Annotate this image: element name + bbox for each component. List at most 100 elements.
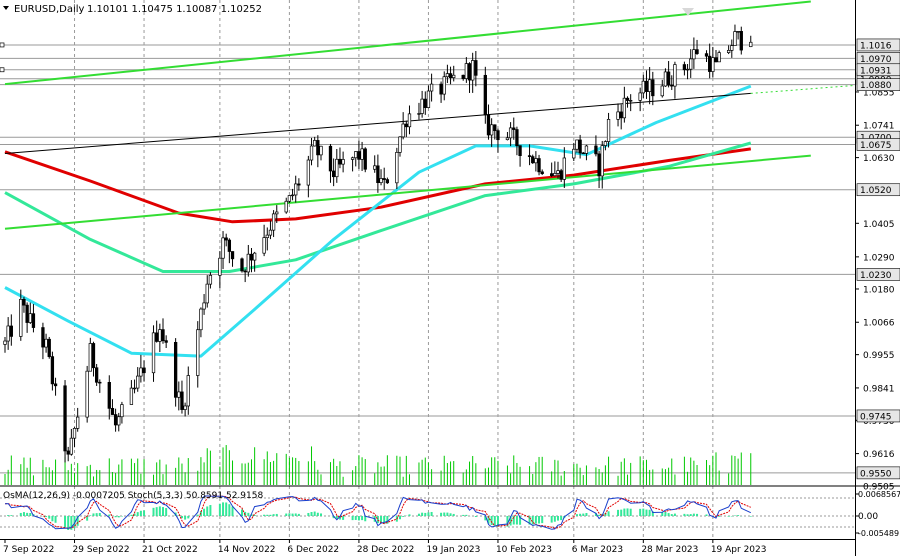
candle-body	[641, 80, 645, 94]
candle-body	[670, 84, 674, 87]
candle-body	[625, 97, 630, 101]
y-tick-label: 0.9841	[863, 384, 895, 394]
candle-body	[155, 332, 159, 342]
level-handle-icon	[0, 42, 5, 48]
candle-body	[695, 49, 699, 54]
candle-body	[749, 41, 753, 48]
candle-body	[603, 141, 608, 146]
level-price-label: 1.0520	[860, 186, 892, 196]
candle-body	[161, 329, 165, 342]
level-handle-icon	[0, 67, 5, 73]
candle-body	[107, 382, 111, 409]
candle-body	[644, 80, 649, 92]
candle-body	[120, 404, 124, 418]
candle-body	[597, 153, 601, 177]
candle-body	[246, 253, 250, 273]
x-tick-label: 19 Jan 2023	[426, 545, 480, 555]
osma-tick-label: -0.005489	[858, 529, 899, 538]
candle-body	[183, 405, 187, 410]
x-tick-label: 28 Dec 2022	[357, 545, 415, 555]
candle-body	[730, 45, 734, 51]
candle-body	[395, 152, 399, 184]
candle-body	[556, 170, 560, 174]
level-price-box	[856, 183, 900, 197]
candle-body	[493, 124, 497, 132]
chart-shift-icon[interactable]	[682, 8, 694, 16]
y-tick-label: 1.0405	[863, 220, 895, 230]
candle-body	[262, 237, 266, 254]
candle-body	[692, 49, 696, 60]
candle-body	[3, 340, 7, 345]
candle-body	[284, 200, 288, 213]
candle-body	[714, 57, 718, 63]
candle-body	[202, 302, 206, 310]
candle-body	[98, 381, 102, 384]
price-axis: 1.0855 1.0741 1.0630 1.0405 1.0290 1.0180 1.00…	[855, 88, 895, 493]
candle-body	[287, 195, 292, 202]
candle-body	[401, 123, 405, 138]
candle-body	[711, 57, 715, 72]
candle-body	[426, 90, 431, 108]
candle-body	[708, 55, 712, 72]
candle-body	[9, 325, 13, 337]
candle-body	[110, 408, 115, 415]
candle-body	[733, 31, 737, 46]
candle-body	[578, 139, 582, 154]
y-tick-label: 1.0066	[863, 319, 895, 329]
candle-body	[158, 329, 162, 342]
ema-50-line	[4, 84, 752, 358]
candle-body	[186, 375, 190, 407]
trendline	[4, 92, 751, 154]
x-tick-label: 14 Nov 2022	[218, 545, 276, 555]
candle-body	[382, 178, 386, 180]
candle-body	[575, 139, 579, 150]
candle-body	[619, 111, 623, 119]
y-tick-label: 1.0855	[863, 88, 895, 98]
candle-body	[268, 229, 273, 236]
y-tick-label: 0.9505	[863, 483, 895, 493]
candle-body	[136, 375, 140, 389]
candle-body	[224, 237, 228, 241]
candle-body	[423, 98, 427, 108]
candle-body	[164, 340, 168, 343]
candle-body	[252, 252, 257, 261]
candle-body	[518, 145, 522, 156]
candle-body	[117, 416, 121, 426]
y-tick-label: 0.9955	[863, 351, 895, 361]
candle-body	[63, 385, 67, 452]
x-tick-label: 10 Feb 2023	[496, 545, 552, 555]
trendline	[4, 0, 811, 86]
level-price-label: 1.1016	[860, 41, 892, 51]
candle-body	[739, 31, 743, 51]
candle-body	[489, 124, 494, 136]
x-tick-label: 21 Oct 2022	[142, 545, 198, 555]
candle-body	[360, 148, 364, 160]
level-price-box	[856, 78, 900, 91]
candle-body	[173, 341, 178, 398]
candle-body	[151, 332, 156, 374]
candle-body	[335, 158, 339, 178]
candle-body	[559, 170, 563, 180]
candle-body	[88, 343, 92, 372]
candle-body	[461, 74, 465, 79]
candle-body	[271, 213, 276, 231]
dropdown-triangle-icon[interactable]	[3, 6, 9, 10]
candle-body	[341, 159, 345, 165]
ohlc-values: 1.10101 1.10475 1.10087 1.10252	[87, 4, 262, 15]
candle-body	[357, 151, 361, 160]
candle-body	[651, 79, 655, 97]
candle-body	[142, 367, 146, 374]
candle-body	[249, 253, 254, 261]
candle-body	[354, 151, 358, 159]
candle-body	[442, 76, 446, 95]
candle-body	[550, 173, 554, 177]
candle-body	[129, 387, 134, 405]
osma-tick-label: 0.0068567	[858, 490, 900, 499]
candle-body	[275, 211, 279, 215]
x-tick-label: 29 Sep 2022	[73, 545, 130, 555]
candle-body	[208, 274, 213, 285]
candle-body	[376, 165, 380, 184]
level-price-box	[856, 38, 900, 52]
